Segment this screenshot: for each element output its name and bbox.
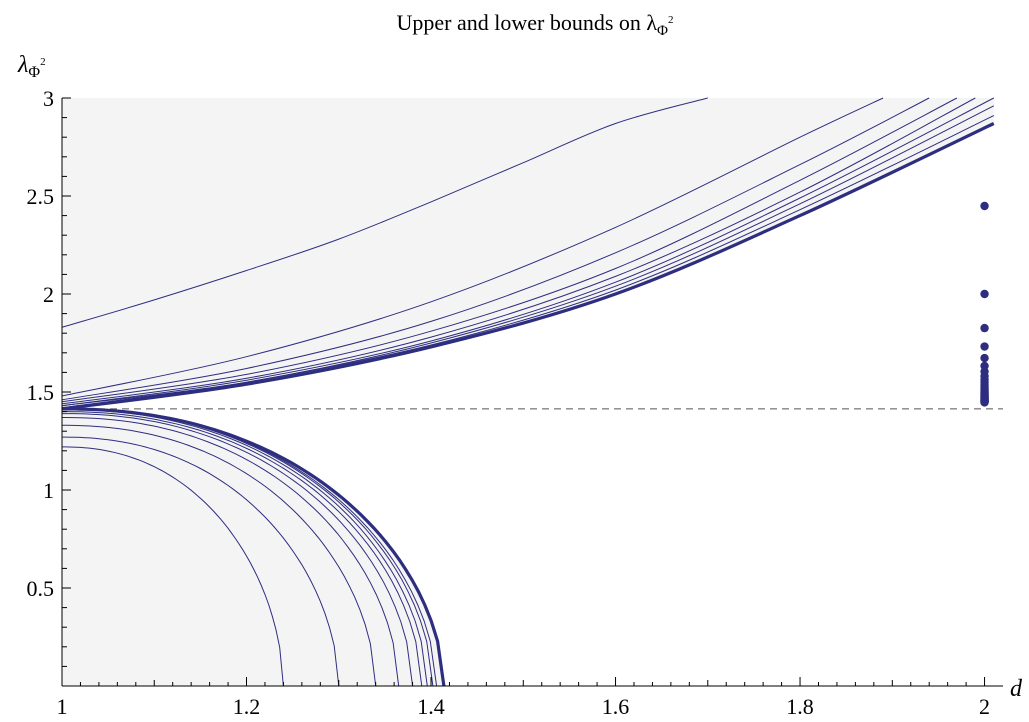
upper-bound-curve-7 (61, 115, 995, 409)
lower-bound-curve-1 (62, 436, 340, 687)
upper-bound-curve-0 (61, 97, 708, 328)
scatter-point (980, 398, 989, 407)
upper-bound-curve-4 (61, 97, 976, 405)
lower-bound-curves (61, 407, 446, 687)
upper-bound-curve-2 (61, 97, 930, 401)
scatter-point (980, 342, 989, 351)
lower-bound-curve-2 (62, 424, 377, 687)
scatter-point (980, 353, 989, 363)
x-axis-label: d (1010, 676, 1023, 702)
y-tick-label: 2 (43, 282, 54, 307)
x-tick-label: 1.6 (602, 694, 630, 719)
upper-bound-curve-1 (61, 97, 884, 397)
x-tick-label: 1.4 (417, 694, 445, 719)
scatter-point (980, 289, 989, 299)
y-axis-label: λΦ2 (17, 52, 46, 81)
x-tick-label: 1.8 (786, 694, 814, 719)
lower-allowed-region (62, 408, 444, 686)
allowed-region-shading (62, 98, 994, 686)
x-tick-label: 1 (57, 694, 68, 719)
y-tick-label: 2.5 (27, 184, 55, 209)
lower-bound-curve-0 (62, 446, 284, 687)
chart-title: Upper and lower bounds on λΦ2 (396, 10, 673, 39)
x-tick-label: 1.2 (233, 694, 261, 719)
lower-bound-curve-3 (62, 417, 400, 687)
tick-labels: 1 1.2 1.4 1.6 1.8 2 0.5 1 1.5 2 2.5 3 (27, 86, 991, 719)
lower-bound-best-curve (62, 407, 446, 687)
upper-bound-curve-5 (61, 97, 995, 407)
y-tick-label: 3 (43, 86, 54, 111)
upper-bound-curve-3 (61, 97, 958, 403)
upper-allowed-region (62, 98, 994, 409)
ticks (61, 97, 986, 686)
lower-bound-curve-4 (62, 413, 414, 687)
upper-bound-curves (61, 97, 995, 411)
upper-bound-best-curve (61, 122, 995, 411)
lower-bound-curve-5 (62, 411, 423, 687)
y-tick-label: 1 (43, 478, 54, 503)
x-tick-label: 2 (979, 694, 990, 719)
scatter-point (980, 201, 989, 211)
scatter-points (980, 201, 989, 407)
y-tick-label: 0.5 (27, 576, 55, 601)
y-tick-label: 1.5 (27, 380, 55, 405)
scatter-point (980, 323, 989, 333)
